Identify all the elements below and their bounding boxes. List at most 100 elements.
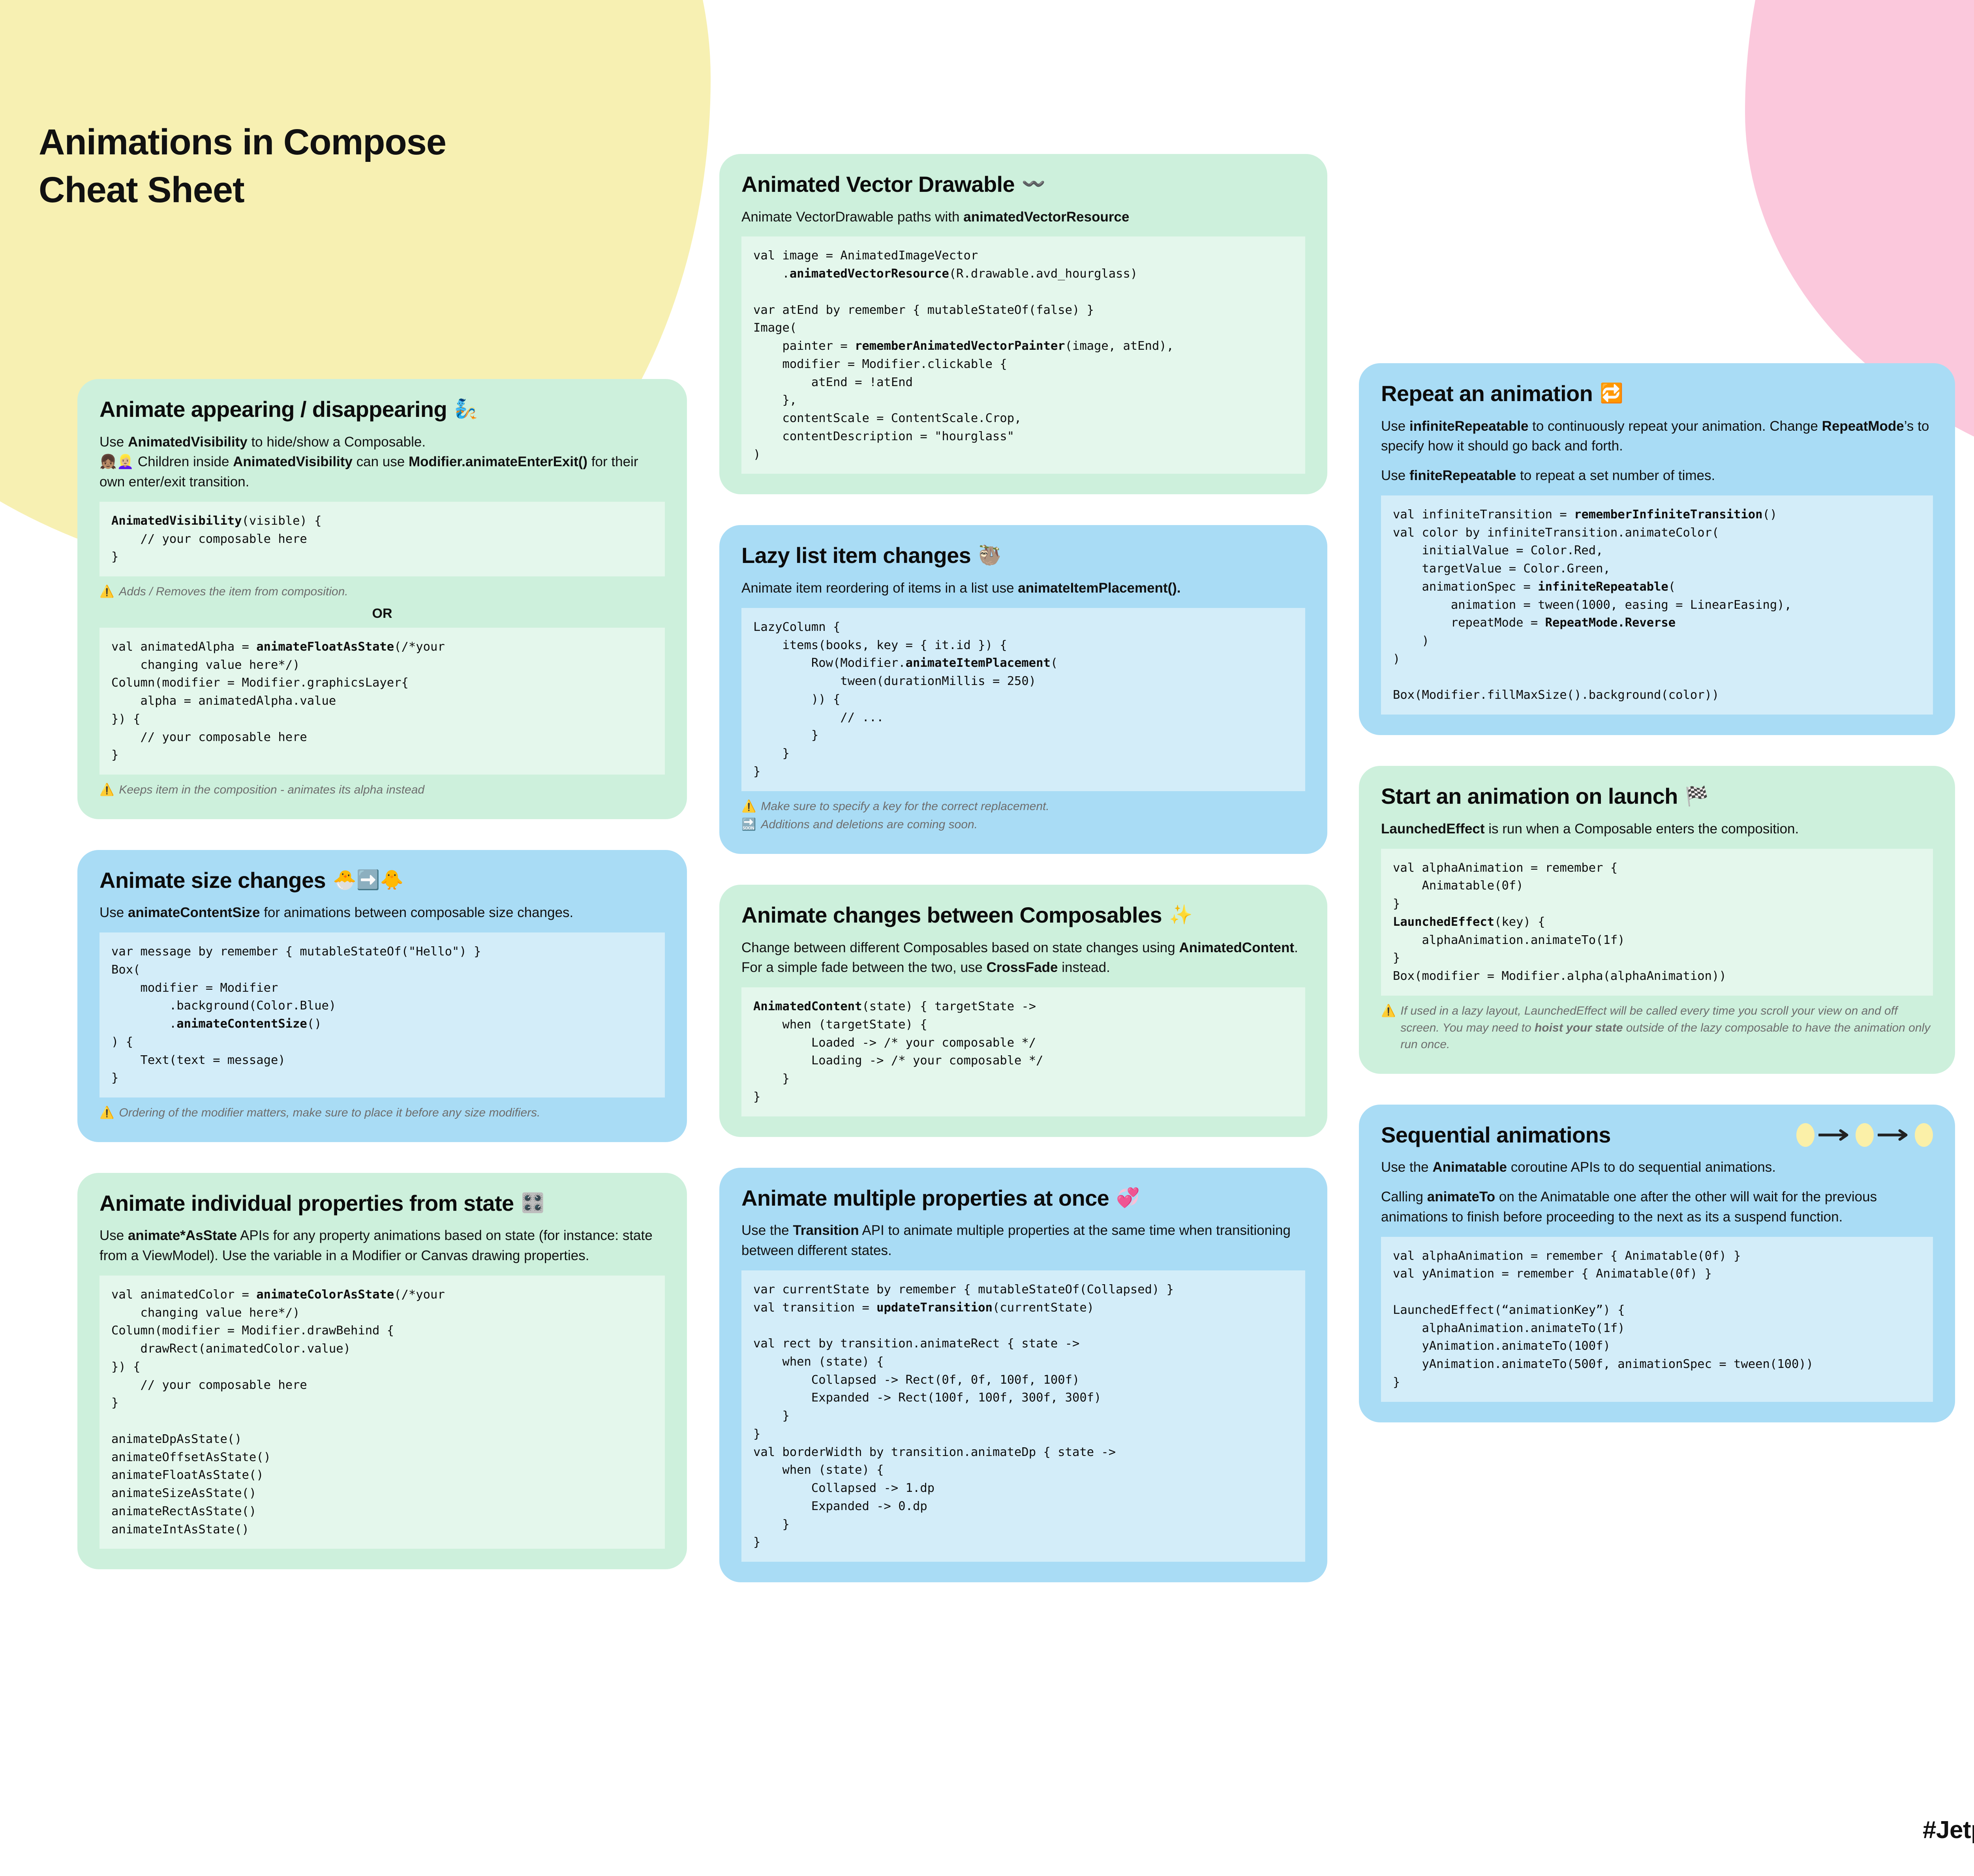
arrow-row [1796, 1123, 1933, 1147]
card-description: Animate VectorDrawable paths with animat… [741, 207, 1305, 227]
warning-icon: ⚠️ [99, 1106, 114, 1120]
text-fragment: If used in a lazy layout, LaunchedEffect… [1400, 1004, 1898, 1034]
card-header: Animated Vector Drawable 〰️ [741, 172, 1305, 197]
card-description: LaunchedEffect is run when a Composable … [1381, 819, 1933, 839]
code-body: ( animation = tween(1000, easing = Linea… [1450, 580, 1792, 630]
note-text: Ordering of the modifier matters, make s… [119, 1106, 540, 1120]
code-keyword: AnimatedContent [753, 1000, 862, 1014]
hatching-chick-icon: 🐣➡️🐥 [333, 870, 404, 891]
text-fragment: Use [99, 434, 128, 450]
code-block: val animatedColor = animateColorAsState(… [99, 1275, 665, 1549]
card-start-animation-on-launch: Start an animation on launch 🏁 LaunchedE… [1359, 766, 1955, 1074]
text-fragment: instead. [1058, 960, 1110, 976]
card-animate-appearing-disappearing: Animate appearing / disappearing 🧞 Use A… [77, 379, 687, 819]
card-description: Use AnimatedVisibility to hide/show a Co… [99, 432, 665, 492]
code-block: val alphaAnimation = remember { Animatab… [1381, 1236, 1933, 1402]
card-description: Animate item reordering of items in a li… [741, 578, 1305, 598]
card-title: Animated Vector Drawable [741, 172, 1015, 197]
card-title: Animate appearing / disappearing [99, 397, 447, 422]
yellow-dot-icon [1915, 1123, 1933, 1147]
text-fragment: Use the [741, 1223, 793, 1238]
text-fragment: Animate VectorDrawable paths with [741, 209, 964, 225]
code-block: val infiniteTransition = rememberInfinit… [1381, 495, 1933, 715]
children-emoji: 👧🏽👱🏼‍♀️ [99, 454, 134, 470]
card-header: Animate changes between Composables ✨ [741, 902, 1305, 928]
card-description: Use infiniteRepeatable to continuously r… [1381, 416, 1933, 457]
code-block: LazyColumn { items(books, key = { it.id … [741, 608, 1305, 791]
card-description-2: Calling animateTo on the Animatable one … [1381, 1187, 1933, 1227]
column-2: Animated Vector Drawable 〰️ Animate Vect… [719, 154, 1327, 1583]
note-text: Adds / Removes the item from composition… [119, 585, 348, 598]
code-body: (/*your changing value here*/) Column(mo… [111, 640, 445, 762]
warning-icon: ⚠️ [99, 585, 114, 598]
text-fragment: for animations between composable size c… [260, 905, 574, 921]
or-separator: OR [372, 606, 392, 621]
text-strong: animatedVectorResource [963, 209, 1130, 225]
text-strong: AnimatedVisibility [233, 454, 353, 470]
hashtag-jetpackcompose: #JetpackCompose [1923, 1816, 1974, 1844]
card-title: Animate multiple properties at once [741, 1185, 1109, 1210]
text-strong: animateTo [1427, 1189, 1496, 1205]
warning-note: ⚠️ If used in a lazy layout, LaunchedEffe… [1381, 1003, 1933, 1053]
card-sequential-animations: Sequential animations Use the Animatable… [1359, 1104, 1955, 1422]
text-fragment: Children inside [134, 454, 233, 470]
card-header: Animate size changes 🐣➡️🐥 [99, 868, 665, 893]
card-header: Animate multiple properties at once 💞 [741, 1186, 1305, 1211]
text-strong: animate*AsState [128, 1228, 237, 1244]
card-header: Animate individual properties from state… [99, 1191, 665, 1216]
note-text: Keeps item in the composition - animates… [119, 783, 425, 797]
text-fragment: . For a simple fade between the two, use [741, 940, 1298, 976]
text-strong: infiniteRepeatable [1409, 418, 1529, 434]
text-fragment: outside of the lazy composable to have t… [1400, 1021, 1931, 1051]
sequential-dots-art [1796, 1123, 1933, 1147]
code-body: (R.drawable.avd_hourglass) var atEnd by … [753, 267, 1138, 353]
code-body: (key) { alphaAnimation.animateTo(1f) } B… [1393, 915, 1726, 983]
code-body: var message by remember { mutableStateOf… [111, 945, 481, 1031]
code-body: val alphaAnimation = remember { Animatab… [1393, 861, 1618, 911]
revolving-hearts-icon: 💞 [1116, 1187, 1140, 1208]
text-fragment: Change between different Composables bas… [741, 940, 1179, 955]
warning-icon: ⚠️ [99, 783, 114, 797]
card-lazy-list-item-changes: Lazy list item changes 🦥 Animate item re… [719, 525, 1327, 854]
code-body: () ) { Text(text = message) } [111, 1017, 322, 1085]
text-fragment: to continuously repeat your animation. C… [1528, 418, 1822, 434]
code-block: val animatedAlpha = animateFloatAsState(… [99, 627, 665, 775]
code-body: (image, atEnd), modifier = Modifier.clic… [753, 339, 1174, 461]
code-keyword: infiniteRepeatable [1538, 580, 1668, 594]
text-fragment: coroutine APIs to do sequential animatio… [1507, 1159, 1776, 1175]
text-strong: Animatable [1432, 1159, 1507, 1175]
text-fragment: is run when a Composable enters the comp… [1484, 821, 1799, 837]
text-fragment: Animate item reordering of items in a li… [741, 580, 1018, 596]
text-fragment: API to animate multiple properties at th… [741, 1223, 1291, 1259]
card-header: Start an animation on launch 🏁 [1381, 784, 1933, 809]
text-fragment: can use [352, 454, 409, 470]
text-strong: animateContentSize [128, 905, 260, 921]
text-fragment: Calling [1381, 1189, 1427, 1205]
arrow-right-icon [1818, 1129, 1848, 1141]
card-title: Start an animation on launch [1381, 784, 1678, 809]
arrow-right-icon [1878, 1129, 1908, 1141]
card-title: Animate size changes [99, 867, 326, 893]
card-description: Use the Animatable coroutine APIs to do … [1381, 1157, 1933, 1178]
code-keyword: rememberInfiniteTransition [1574, 507, 1763, 522]
card-title: Animate changes between Composables [741, 902, 1162, 927]
yellow-dot-icon [1856, 1123, 1874, 1147]
card-title: Sequential animations [1381, 1122, 1611, 1147]
text-fragment: APIs for any property animations based o… [99, 1228, 653, 1264]
code-keyword: animateFloatAsState [256, 640, 394, 654]
text-fragment: on the Animatable one after the other wi… [1381, 1189, 1877, 1225]
code-keyword: rememberAnimatedVectorPainter [855, 339, 1065, 353]
wavy-dash-icon: 〰️ [1022, 174, 1045, 195]
code-body: (/*your changing value here*/) Column(mo… [111, 1287, 445, 1536]
text-strong: AnimatedVisibility [128, 434, 248, 450]
text-fragment: to repeat a set number of times. [1516, 468, 1715, 484]
code-body: LazyColumn { items(books, key = { it.id … [753, 620, 1007, 670]
code-block: val alphaAnimation = remember { Animatab… [1381, 848, 1933, 996]
note-text: Additions and deletions are coming soon. [761, 818, 978, 831]
code-body: val infiniteTransition = [1393, 507, 1574, 522]
card-description: Use animate*AsState APIs for any propert… [99, 1226, 665, 1266]
card-animate-changes-between-composables: Animate changes between Composables ✨ Ch… [719, 884, 1327, 1137]
text-fragment: Use [1381, 418, 1409, 434]
code-keyword: RepeatMode.Reverse [1545, 616, 1676, 630]
soon-icon: 🔜 [741, 818, 756, 831]
